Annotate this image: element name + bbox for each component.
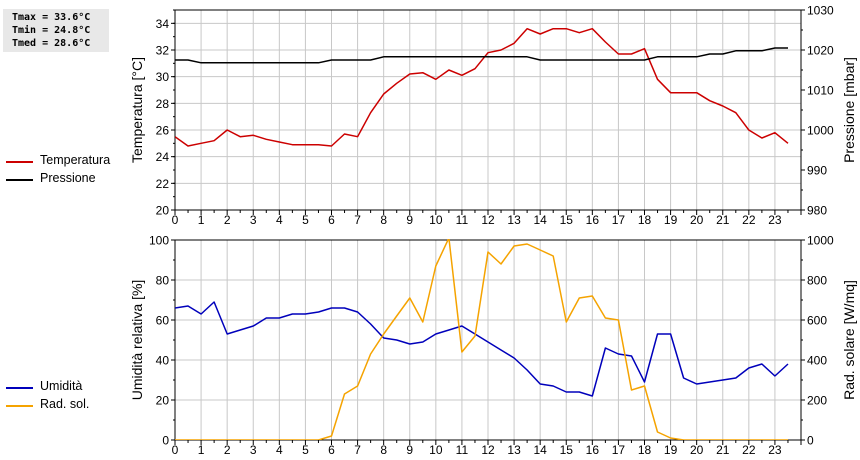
- x-tick-label: 6: [328, 443, 335, 457]
- y-tick-label: 26: [156, 124, 170, 138]
- x-tick-label: 1: [198, 443, 205, 457]
- x-tick-label: 14: [533, 443, 547, 457]
- x-tick-label: 4: [276, 443, 283, 457]
- x-tick-label: 11: [456, 443, 469, 457]
- y-right-tick-label: 800: [807, 274, 827, 288]
- y-tick-label: 60: [156, 314, 170, 328]
- plot-frame: [174, 239, 802, 441]
- series-line-umidit: [175, 301, 789, 397]
- x-tick-label: 23: [768, 213, 782, 227]
- x-tick-label: 15: [560, 213, 574, 227]
- stat-tmin: Tmin = 24.8°C: [12, 25, 91, 36]
- plot-frame: [174, 9, 802, 211]
- x-tick-label: 11: [456, 213, 469, 227]
- y-tick-label: 34: [156, 17, 170, 31]
- y-tick-label: 28: [156, 97, 170, 111]
- x-tick-label: 10: [429, 213, 443, 227]
- y-right-tick-label: 1010: [807, 84, 834, 98]
- x-tick-label: 1: [198, 213, 205, 227]
- y-right-tick-label: 980: [807, 204, 827, 218]
- legend-label-pressure: Pressione: [40, 171, 96, 185]
- legend-swatch-temperature: [6, 161, 33, 163]
- x-tick-label: 0: [172, 443, 179, 457]
- legend-swatch-solar: [6, 405, 33, 407]
- y-axis-title-right: Rad. solare [W/mq]: [841, 280, 857, 400]
- x-tick-label: 17: [612, 213, 626, 227]
- x-tick-label: 8: [380, 443, 387, 457]
- y-axis-title-right: Pressione [mbar]: [841, 57, 857, 163]
- x-tick-label: 3: [250, 443, 257, 457]
- x-tick-label: 23: [768, 443, 782, 457]
- legend-label-humidity: Umidità: [40, 379, 83, 393]
- x-tick-label: 7: [354, 213, 361, 227]
- x-tick-label: 18: [638, 213, 652, 227]
- series-line-pressione: [175, 47, 788, 64]
- y-right-tick-label: 200: [807, 394, 827, 408]
- x-tick-label: 17: [612, 443, 626, 457]
- x-tick-label: 20: [690, 213, 704, 227]
- x-tick-label: 14: [533, 213, 547, 227]
- x-tick-label: 7: [354, 443, 361, 457]
- y-right-tick-label: 1000: [807, 234, 834, 248]
- x-tick-label: 10: [429, 443, 443, 457]
- x-tick-label: 15: [560, 443, 574, 457]
- y-tick-label: 100: [149, 234, 169, 248]
- x-tick-label: 9: [406, 213, 413, 227]
- x-tick-label: 19: [664, 213, 678, 227]
- y-tick-label: 20: [156, 394, 170, 408]
- y-right-tick-label: 1030: [807, 4, 834, 18]
- x-tick-label: 16: [586, 213, 600, 227]
- x-tick-label: 21: [716, 443, 730, 457]
- x-tick-label: 6: [328, 213, 335, 227]
- stat-tmax: Tmax = 33.6°C: [12, 12, 91, 23]
- y-tick-label: 22: [156, 177, 170, 191]
- y-right-tick-label: 1000: [807, 124, 834, 138]
- y-right-tick-label: 990: [807, 164, 827, 178]
- legend-swatch-pressure: [6, 179, 33, 181]
- legend-label-solar: Rad. sol.: [40, 397, 90, 411]
- y-tick-label: 0: [162, 434, 169, 448]
- y-tick-label: 30: [156, 70, 170, 84]
- x-tick-label: 3: [250, 213, 257, 227]
- chart-panel-2: 0 1 2 3 4 5 6 7 8 9 10 11 12 13 14 15 16 17 18 19 20 21 22 2302…: [129, 234, 857, 458]
- x-tick-label: 18: [638, 443, 652, 457]
- y-axis-title-left: Umidità relativa [%]: [129, 280, 145, 401]
- x-tick-label: 0: [172, 213, 179, 227]
- x-tick-label: 2: [224, 443, 231, 457]
- legend-swatch-humidity: [6, 387, 33, 389]
- x-tick-label: 5: [302, 213, 309, 227]
- x-tick-label: 4: [276, 213, 283, 227]
- stats-box: Tmax = 33.6°C Tmin = 24.8°C Tmed = 28.6°…: [3, 9, 109, 52]
- series-line-rad-sol: [175, 239, 788, 440]
- y-right-tick-label: 600: [807, 314, 827, 328]
- x-tick-label: 12: [481, 443, 495, 457]
- x-tick-label: 8: [380, 213, 387, 227]
- y-tick-label: 24: [156, 150, 170, 164]
- x-tick-label: 21: [716, 213, 730, 227]
- y-tick-label: 32: [156, 44, 170, 58]
- x-tick-label: 13: [507, 213, 521, 227]
- x-tick-label: 13: [507, 443, 521, 457]
- series-line-temperatura: [175, 27, 789, 147]
- x-tick-label: 19: [664, 443, 678, 457]
- y-right-tick-label: 1020: [807, 44, 834, 58]
- x-tick-label: 22: [742, 213, 756, 227]
- x-tick-label: 12: [481, 213, 495, 227]
- y-tick-label: 80: [156, 274, 170, 288]
- y-right-tick-label: 0: [807, 434, 814, 448]
- x-tick-label: 9: [406, 443, 413, 457]
- x-tick-label: 16: [586, 443, 600, 457]
- x-tick-label: 5: [302, 443, 309, 457]
- y-tick-label: 40: [156, 354, 170, 368]
- x-tick-label: 2: [224, 213, 231, 227]
- stat-tmed: Tmed = 28.6°C: [12, 38, 91, 49]
- x-tick-label: 20: [690, 443, 704, 457]
- chart-panel-1: 0 1 2 3 4 5 6 7 8 9 10 11 12 13 14 15 16 17 18 19 20 21 22 2320…: [129, 4, 857, 228]
- y-axis-title-left: Temperatura [°C]: [129, 57, 145, 163]
- legend-label-temperature: Temperatura: [40, 153, 111, 167]
- y-tick-label: 20: [156, 204, 170, 218]
- x-tick-label: 22: [742, 443, 756, 457]
- y-right-tick-label: 400: [807, 354, 827, 368]
